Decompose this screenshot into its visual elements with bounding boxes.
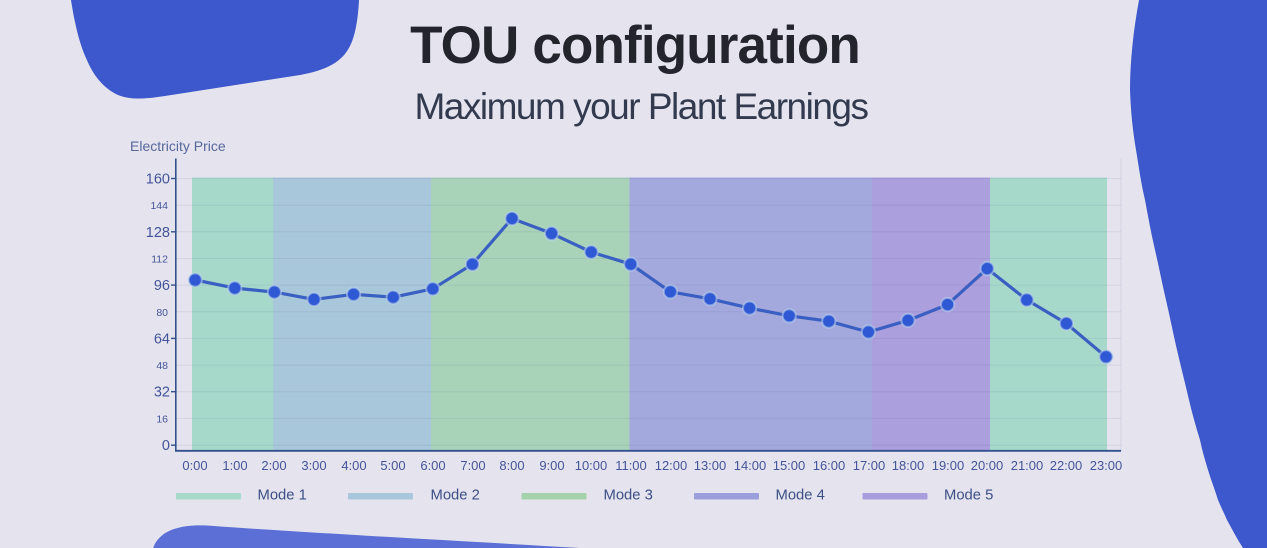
svg-text:6:00: 6:00 — [420, 458, 445, 473]
svg-text:9:00: 9:00 — [539, 458, 564, 473]
svg-text:15:00: 15:00 — [773, 458, 806, 473]
svg-text:128: 128 — [146, 225, 170, 241]
svg-text:14:00: 14:00 — [734, 458, 767, 473]
svg-text:13:00: 13:00 — [694, 458, 727, 473]
svg-text:3:00: 3:00 — [301, 458, 326, 473]
svg-text:80: 80 — [156, 307, 168, 319]
svg-text:12:00: 12:00 — [655, 458, 688, 473]
svg-text:48: 48 — [156, 360, 168, 372]
svg-text:0: 0 — [162, 438, 170, 454]
svg-text:5:00: 5:00 — [380, 458, 405, 473]
svg-text:16:00: 16:00 — [813, 458, 846, 473]
svg-text:Mode 4: Mode 4 — [776, 488, 825, 504]
svg-text:20:00: 20:00 — [971, 458, 1004, 473]
svg-text:17:00: 17:00 — [853, 458, 886, 473]
svg-text:7:00: 7:00 — [460, 458, 485, 473]
svg-text:10:00: 10:00 — [575, 458, 608, 473]
svg-text:TOU configuration: TOU configuration — [410, 16, 860, 75]
svg-text:11:00: 11:00 — [615, 458, 647, 473]
svg-text:18:00: 18:00 — [892, 458, 925, 473]
svg-text:Mode 2: Mode 2 — [431, 488, 480, 504]
svg-text:23:00: 23:00 — [1090, 458, 1123, 473]
svg-text:32: 32 — [154, 385, 170, 401]
svg-text:160: 160 — [146, 172, 170, 188]
svg-text:8:00: 8:00 — [499, 458, 524, 473]
svg-text:16: 16 — [156, 413, 168, 425]
svg-text:Mode 1: Mode 1 — [258, 488, 307, 504]
svg-text:96: 96 — [154, 278, 170, 294]
svg-text:Maximum your Plant Earnings: Maximum your Plant Earnings — [414, 86, 868, 127]
svg-text:19:00: 19:00 — [932, 458, 965, 473]
svg-text:22:00: 22:00 — [1050, 458, 1083, 473]
svg-text:Electricity Price: Electricity Price — [130, 138, 226, 154]
svg-text:Mode 3: Mode 3 — [604, 488, 653, 504]
svg-text:144: 144 — [150, 200, 168, 212]
svg-text:2:00: 2:00 — [261, 458, 286, 473]
svg-text:112: 112 — [151, 254, 168, 266]
svg-text:Mode 5: Mode 5 — [944, 488, 993, 504]
svg-text:0:00: 0:00 — [182, 458, 207, 473]
svg-text:64: 64 — [154, 331, 170, 347]
svg-text:1:00: 1:00 — [222, 458, 247, 473]
svg-text:4:00: 4:00 — [341, 458, 366, 473]
svg-text:21:00: 21:00 — [1011, 458, 1044, 473]
